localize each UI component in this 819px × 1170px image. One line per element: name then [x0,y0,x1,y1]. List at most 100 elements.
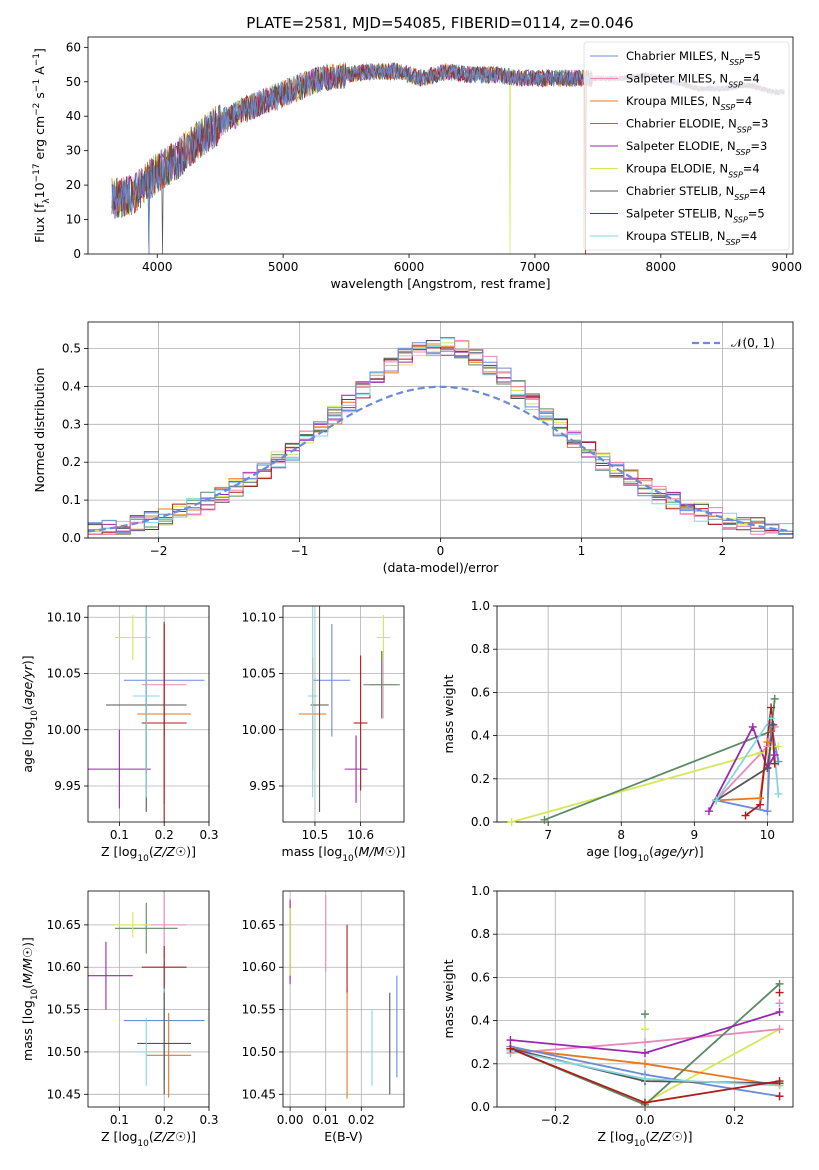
histogram-8 [88,338,793,535]
weight-marker [507,818,516,826]
axes-weight_vs_Z: −0.2 0.0 0.2 0.0 0.2 0.4 0.6 0.8 1.0 Z [log10(Z/Z… [441,884,794,1149]
y-tick-label: 10.05 [47,667,81,681]
weight-marker [774,789,783,798]
plot-area-mass_vs_ebv [289,895,398,1099]
legend-entry: Chabrier ELODIE, NSSP=3 [626,117,768,135]
label-part: Kroupa STELIB, N [626,229,726,243]
y-tick-label: 0.4 [471,729,490,743]
label-part: Kroupa ELODIE, N [626,162,728,176]
y-tick-label: 0.0 [471,815,490,829]
label-part: )] [683,1129,693,1144]
label-part: SSP [736,148,751,157]
spectrum-y-label: Flux [fλ10−17 erg cm−2 s−1 A−1] [32,48,52,243]
axes-frame [87,890,210,1108]
label-part: mass [log [20,1000,35,1061]
legend-entry: Kroupa MILES, NSSP=4 [626,94,752,112]
y-tick-label: 0.8 [471,642,490,656]
axes-mass_vs_ebv: 0.00 0.01 0.02 10.45 10.50 10.55 10.60 10.65 E(B… [242,890,405,1144]
label-part: −1 [32,79,42,92]
plot-layer: 4000 5000 6000 7000 8000 90000102030405060wav… [20,36,802,1149]
legend-entry: Salpeter ELODIE, NSSP=3 [626,139,767,157]
label-part: Salpeter ELODIE, N [626,139,736,153]
y-tick-label: 9.95 [249,779,276,793]
weight_vs_age-y-label: mass weight [441,674,456,753]
label-part: age/yr [654,844,695,859]
label-part: M/M☉ [359,844,396,859]
y-tick-label: 0.5 [62,342,81,356]
legend-entry: 𝒩(0, 1) [731,336,775,350]
label-part: )] [20,937,35,947]
label-part: Z [log [101,844,137,859]
x-tick-label: 6000 [394,260,425,274]
weight-marker [641,1098,649,1107]
axes-frame [87,321,794,539]
weight-marker [641,1059,649,1068]
label-part: SSP [721,103,736,112]
y-tick-label: 20 [66,178,81,192]
y-tick-label: 10.50 [47,1045,81,1059]
label-part: 10 [137,1139,149,1149]
legend-entry: Kroupa STELIB, NSSP=4 [626,229,757,247]
weight-marker [763,764,772,772]
x-tick-label: 0.02 [348,1113,375,1127]
y-tick-label: 50 [66,75,81,89]
label-part: =4 [740,229,757,243]
label-part: ( [354,844,359,859]
mass-vs-Z-y-label: mass [log10(M/M☉)] [20,937,40,1061]
histogram-1 [88,340,793,535]
y-tick-label: 40 [66,109,81,123]
residuals-x-label: (data-model)/error [383,560,500,575]
label-part: λ [42,198,52,204]
axes-residuals: −2 −1 0 1 2 0.0 0.1 0.2 0.3 0.4 0.5 𝒩(0, 1) (data-mo… [32,321,794,575]
weight-marker [506,1036,515,1045]
plot-area-mass_vs_Z [88,891,205,1098]
legend-entry: Chabrier MILES, NSSP=5 [626,49,761,67]
axes-frame [282,890,405,1108]
x-tick-label: 10.5 [302,828,329,842]
x-tick-label: 2 [719,544,727,558]
y-tick-label: 0.3 [62,417,81,431]
axes-mass_vs_Z: 0.1 0.2 0.3 10.45 10.50 10.55 10.60 10.65 Z [log… [20,890,219,1149]
label-part: 10 [137,854,149,864]
label-part: −1 [32,53,42,66]
label-part: 10 [30,710,40,722]
label-part: )] [186,1129,196,1144]
weight-line-5 [511,745,779,822]
x-tick-label: 0.2 [155,828,174,842]
weight-marker [774,742,783,751]
y-tick-label: 10.00 [47,723,81,737]
mass-vs-ebv-x-label: E(B-V) [324,1129,363,1144]
label-part: age [log [20,721,35,772]
residuals-y-label: Normed distribution [32,368,47,493]
spectrum-x-label: wavelength [Angstrom, rest frame] [330,276,550,291]
weight-marker [763,738,772,747]
label-part: =5 [748,207,765,221]
x-tick-label: 0.2 [155,1113,174,1127]
weight_vs_Z-y-label: mass weight [441,959,456,1038]
y-tick-label: 0.2 [471,772,490,786]
label-part: age [log [586,844,637,859]
y-tick-label: 0.2 [62,455,81,469]
y-tick-label: 0.4 [471,1014,490,1028]
label-part: =3 [752,117,769,131]
y-tick-label: 9.95 [54,779,81,793]
label-part: Z/Z☉ [649,1129,683,1144]
axes-frame [282,605,405,823]
y-tick-label: 10.55 [242,1003,276,1017]
x-tick-label: 5000 [268,260,299,274]
age-vs-mass-x-label: mass [log10(M/M☉)] [282,844,406,864]
y-tick-label: 10.00 [242,723,276,737]
x-tick-label: 0.2 [725,1113,744,1127]
legend-box [583,41,790,251]
label-part: Chabrier ELODIE, N [626,117,737,131]
weight-marker [767,714,776,723]
y-tick-label: 0.4 [62,379,81,393]
mass-vs-Z-x-label: Z [log10(Z/Z☉)] [101,1129,196,1149]
label-part: Kroupa MILES, N [626,94,721,108]
weight-marker [775,1077,784,1086]
label-part: ( [645,1129,650,1144]
label-part: mass [log [282,844,343,859]
axes-frame [87,605,210,823]
plot-area-weight_vs_age [511,698,780,822]
y-tick-label: 10.45 [242,1087,276,1101]
